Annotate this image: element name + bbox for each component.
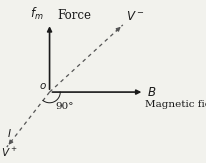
Text: 90°: 90° bbox=[56, 102, 74, 111]
Text: $I$: $I$ bbox=[7, 127, 12, 139]
Text: Force: Force bbox=[57, 9, 91, 22]
Text: $f_m$: $f_m$ bbox=[30, 6, 43, 22]
Text: $B$: $B$ bbox=[146, 86, 156, 99]
Text: $V^+$: $V^+$ bbox=[1, 146, 17, 159]
Text: $o$: $o$ bbox=[39, 81, 47, 91]
Text: Magnetic field: Magnetic field bbox=[145, 100, 206, 110]
Text: $V^-$: $V^-$ bbox=[126, 10, 144, 23]
